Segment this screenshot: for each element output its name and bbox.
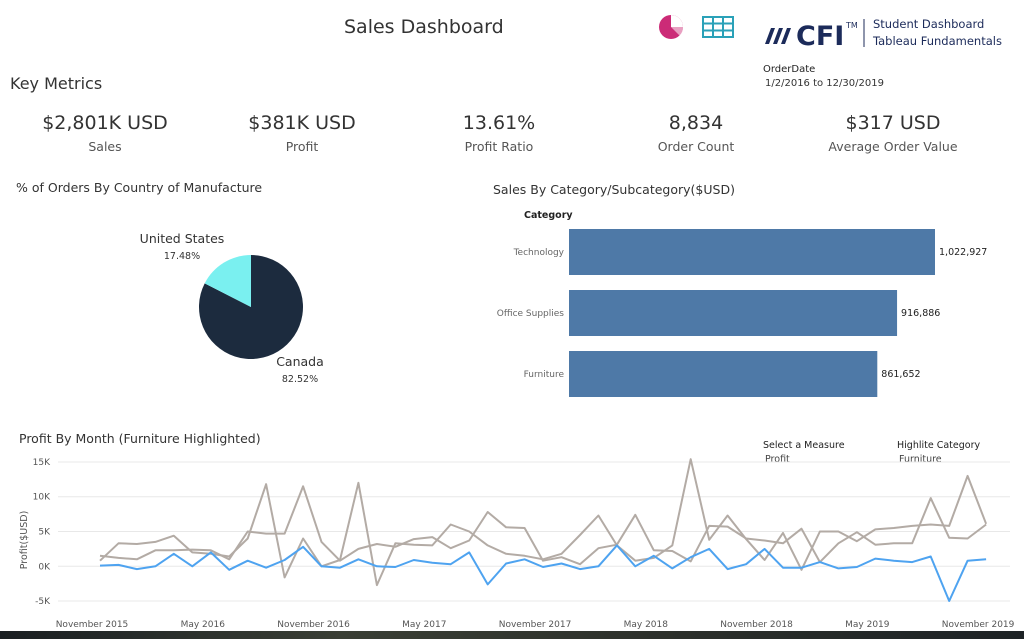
x-tick-label: November 2018 xyxy=(720,620,793,630)
x-tick-label: May 2017 xyxy=(402,620,446,630)
line-chart: Profit($USD) -5K 0K 5K 10K 15K November 2015… xyxy=(19,458,1015,630)
kpi-value: 8,834 xyxy=(668,112,724,134)
y-tick-label: 5K xyxy=(38,528,51,538)
category-selector-label: Highlite Category xyxy=(897,440,981,451)
x-tick-label: November 2019 xyxy=(942,620,1015,630)
pie-label-canada: Canada xyxy=(276,354,324,369)
pie-label-united-states: United States xyxy=(140,231,225,246)
bar-category-label: Furniture xyxy=(524,370,565,380)
kpi-label: Sales xyxy=(88,139,122,154)
pie-pct-united-states: 17.48% xyxy=(164,251,200,262)
bar-axis-header: Category xyxy=(524,210,573,221)
kpi-average-order-value: $317 USD Average Order Value xyxy=(793,112,993,154)
bar-category-label: Technology xyxy=(513,248,565,258)
kpi-label: Profit Ratio xyxy=(464,139,534,154)
pie-chart-title: % of Orders By Country of Manufacture xyxy=(16,180,263,195)
cfi-logo: CFI TM Student Dashboard Tableau Fundame… xyxy=(765,17,1002,52)
bar-value-label: 916,886 xyxy=(901,308,940,319)
logo-tm: TM xyxy=(845,21,858,30)
window-bottom-bar xyxy=(0,631,1024,639)
line-series-other-a[interactable] xyxy=(99,485,987,566)
table-icon[interactable] xyxy=(702,16,734,38)
logo-line1: Student Dashboard xyxy=(873,17,984,31)
x-tick-label: November 2016 xyxy=(277,620,350,630)
kpi-sales: $2,801K USD Sales xyxy=(5,112,205,154)
bar-value-label: 861,652 xyxy=(881,369,920,380)
y-tick-label: 15K xyxy=(33,458,51,468)
kpi-profit: $381K USD Profit xyxy=(202,112,402,154)
x-tick-label: November 2015 xyxy=(56,620,129,630)
x-tick-label: May 2016 xyxy=(181,620,226,630)
kpi-label: Profit xyxy=(285,139,319,154)
x-tick-label: November 2017 xyxy=(499,620,572,630)
dashboard-title: Sales Dashboard xyxy=(344,16,504,38)
kpi-value: 13.61% xyxy=(462,112,536,134)
pie-pct-canada: 82.52% xyxy=(282,374,318,385)
category-selector[interactable]: Furniture xyxy=(899,454,942,465)
pie-slice-united-states[interactable] xyxy=(204,255,251,307)
measure-selector-label: Select a Measure xyxy=(763,440,845,451)
kpi-order-count: 8,834 Order Count xyxy=(596,112,796,154)
kpi-value: $381K USD xyxy=(248,112,356,134)
y-tick-label: 10K xyxy=(33,493,51,503)
line-chart-ylabel: Profit($USD) xyxy=(19,511,30,570)
orderdate-filter-range[interactable]: 1/2/2016 to 12/30/2019 xyxy=(765,78,884,89)
kpi-label: Order Count xyxy=(657,139,735,154)
kpi-profit-ratio: 13.61% Profit Ratio xyxy=(399,112,599,154)
logo-text: CFI xyxy=(796,21,844,52)
bar-furniture[interactable] xyxy=(569,351,878,397)
kpi-value: $317 USD xyxy=(845,112,941,134)
key-metrics-title: Key Metrics xyxy=(10,74,103,93)
kpi-label: Average Order Value xyxy=(828,139,958,154)
pie-chart: United States 17.48% Canada 82.52% xyxy=(140,231,324,385)
bar-chart-title: Sales By Category/Subcategory($USD) xyxy=(493,182,735,197)
line-chart-title: Profit By Month (Furniture Highlighted) xyxy=(19,431,261,446)
bar-technology[interactable] xyxy=(569,229,935,275)
line-series-furniture[interactable] xyxy=(99,544,987,602)
x-tick-label: May 2018 xyxy=(624,620,669,630)
pie-chart-icon[interactable] xyxy=(658,14,684,40)
bar-category-label: Office Supplies xyxy=(497,309,565,319)
orderdate-filter-label: OrderDate xyxy=(763,64,816,75)
bar-office-supplies[interactable] xyxy=(569,290,898,336)
y-tick-label: 0K xyxy=(38,562,51,572)
y-tick-label: -5K xyxy=(35,597,51,607)
measure-selector[interactable]: Profit xyxy=(765,454,790,465)
kpi-value: $2,801K USD xyxy=(42,112,168,134)
x-tick-label: May 2019 xyxy=(845,620,890,630)
logo-line2: Tableau Fundamentals xyxy=(872,34,1002,48)
bar-chart: Category Technology 1,022,927 Office Suppl… xyxy=(497,210,987,397)
bar-value-label: 1,022,927 xyxy=(939,247,987,258)
